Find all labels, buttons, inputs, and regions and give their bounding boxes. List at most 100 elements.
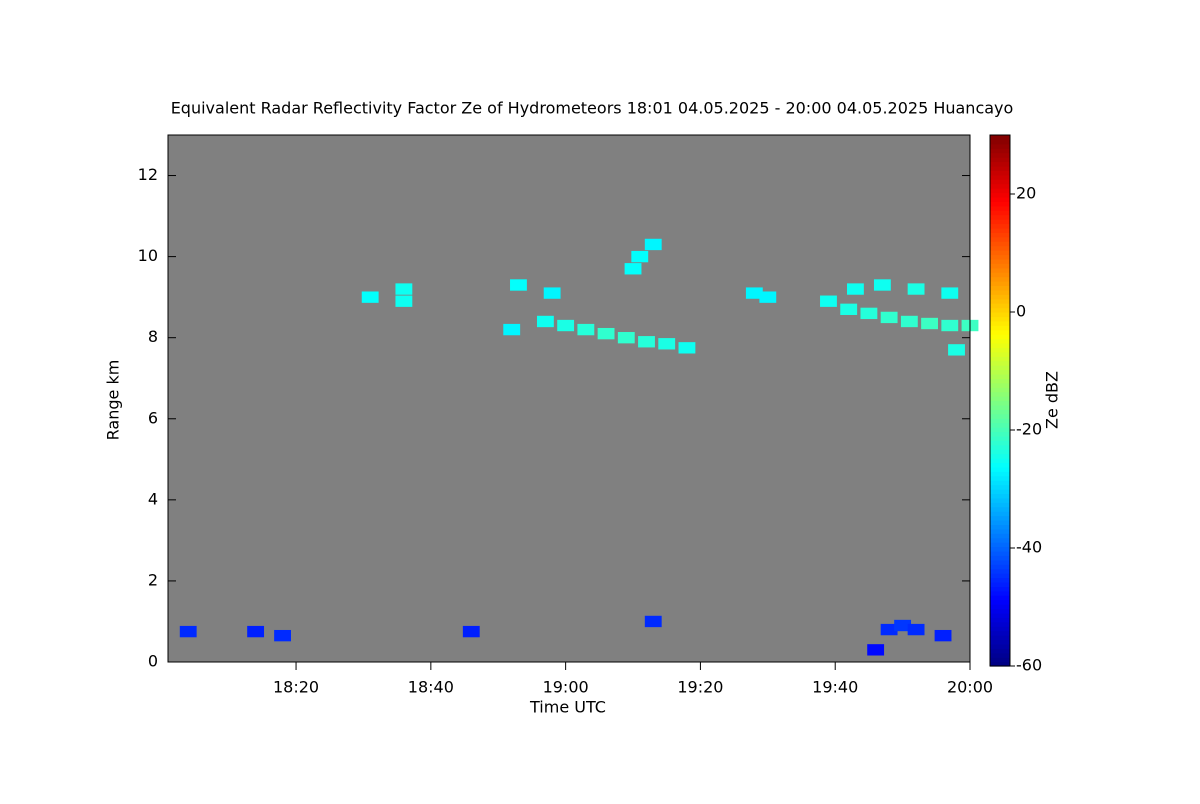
colorbar-step — [990, 564, 1010, 570]
y-tick-label: 2 — [148, 570, 158, 589]
colorbar-step — [990, 135, 1010, 141]
echo-cell — [462, 625, 480, 638]
colorbar-step — [990, 617, 1010, 623]
colorbar-step — [990, 462, 1010, 468]
colorbar-step — [990, 329, 1010, 335]
echo-cell — [617, 332, 635, 344]
colorbar-step — [990, 440, 1010, 446]
echo-cell — [880, 623, 898, 636]
plot-frame — [167, 134, 971, 663]
echo-cell — [577, 323, 595, 336]
y-tick-label: 4 — [148, 489, 158, 508]
colorbar-step — [990, 223, 1010, 229]
colorbar-step — [990, 546, 1010, 552]
colorbar-step — [990, 427, 1010, 433]
colorbar-step — [990, 183, 1010, 189]
colorbar-step — [990, 489, 1010, 495]
colorbar-step — [990, 241, 1010, 247]
echo-cell — [847, 283, 864, 295]
echo-cell — [880, 311, 898, 324]
colorbar-step — [990, 303, 1010, 309]
colorbar-step — [990, 272, 1010, 278]
colorbar-step — [990, 400, 1010, 406]
colorbar-step — [990, 387, 1010, 393]
echo-cell — [361, 291, 379, 303]
colorbar-step — [990, 533, 1010, 539]
colorbar-step — [990, 205, 1010, 211]
colorbar-step — [990, 342, 1010, 348]
colorbar-step — [990, 639, 1010, 645]
colorbar-step — [990, 227, 1010, 233]
colorbar-step — [990, 515, 1010, 521]
colorbar-step — [990, 276, 1010, 282]
colorbar-step — [990, 418, 1010, 424]
colorbar-step — [990, 409, 1010, 415]
y-tick-label: 10 — [138, 246, 158, 265]
echo-cell — [644, 615, 662, 628]
colorbar-step — [990, 612, 1010, 618]
colorbar-step — [990, 285, 1010, 291]
colorbar-step — [990, 281, 1010, 287]
colorbar-step — [990, 294, 1010, 300]
echo-cell — [934, 629, 952, 642]
colorbar-step — [990, 157, 1010, 163]
colorbar-step — [990, 493, 1010, 499]
y-axis-label: Range km — [104, 360, 123, 441]
chart-title: Equivalent Radar Reflectivity Factor Ze … — [171, 99, 1014, 118]
colorbar-step — [990, 298, 1010, 304]
colorbar-step — [990, 449, 1010, 455]
colorbar-step — [990, 506, 1010, 512]
colorbar-step — [990, 595, 1010, 601]
echo-cell — [274, 629, 291, 642]
colorbar-step — [990, 382, 1010, 388]
colorbar-step — [990, 254, 1010, 260]
x-tick-label: 20:00 — [947, 678, 993, 697]
colorbar-step — [990, 267, 1010, 273]
colorbar-step — [990, 152, 1010, 158]
colorbar-step — [990, 657, 1010, 663]
colorbar-step — [990, 458, 1010, 464]
colorbar-step — [990, 621, 1010, 627]
colorbar-tick-label: 0 — [1016, 302, 1026, 321]
colorbar-step — [990, 320, 1010, 326]
plot-background — [168, 135, 970, 662]
colorbar-step — [990, 484, 1010, 490]
echo-cell — [678, 342, 696, 354]
echo-cell — [873, 279, 891, 291]
colorbar-step — [990, 312, 1010, 318]
y-tick-label: 12 — [138, 165, 158, 184]
echo-cell — [597, 327, 615, 340]
echo-cell — [948, 344, 965, 356]
colorbar-step — [990, 245, 1010, 251]
colorbar-step — [990, 577, 1010, 583]
colorbar-step — [990, 373, 1010, 379]
echo-cell — [894, 619, 912, 632]
colorbar-step — [990, 453, 1010, 459]
colorbar-step — [990, 480, 1010, 486]
echo-cell — [510, 279, 527, 291]
colorbar-tick-label: 20 — [1016, 184, 1036, 203]
colorbar-step — [990, 466, 1010, 472]
colorbar-step — [990, 608, 1010, 614]
echo-cell — [867, 644, 885, 656]
colorbar-step — [990, 347, 1010, 353]
colorbar-step — [990, 475, 1010, 481]
colorbar-step — [990, 590, 1010, 596]
colorbar-step — [990, 378, 1010, 384]
echo-cell — [543, 287, 561, 299]
colorbar-step — [990, 139, 1010, 145]
colorbar-step — [990, 550, 1010, 556]
echo-cell — [900, 315, 918, 328]
echo-cell — [658, 338, 676, 350]
colorbar-step — [990, 338, 1010, 344]
colorbar-step — [990, 192, 1010, 198]
colorbar-step — [990, 369, 1010, 375]
colorbar-step — [990, 661, 1010, 667]
colorbar-step — [990, 537, 1010, 543]
echo-cell — [907, 623, 925, 636]
colorbar-step — [990, 604, 1010, 610]
colorbar-step — [990, 196, 1010, 202]
colorbar-step — [990, 435, 1010, 441]
echo-cell — [759, 291, 777, 303]
